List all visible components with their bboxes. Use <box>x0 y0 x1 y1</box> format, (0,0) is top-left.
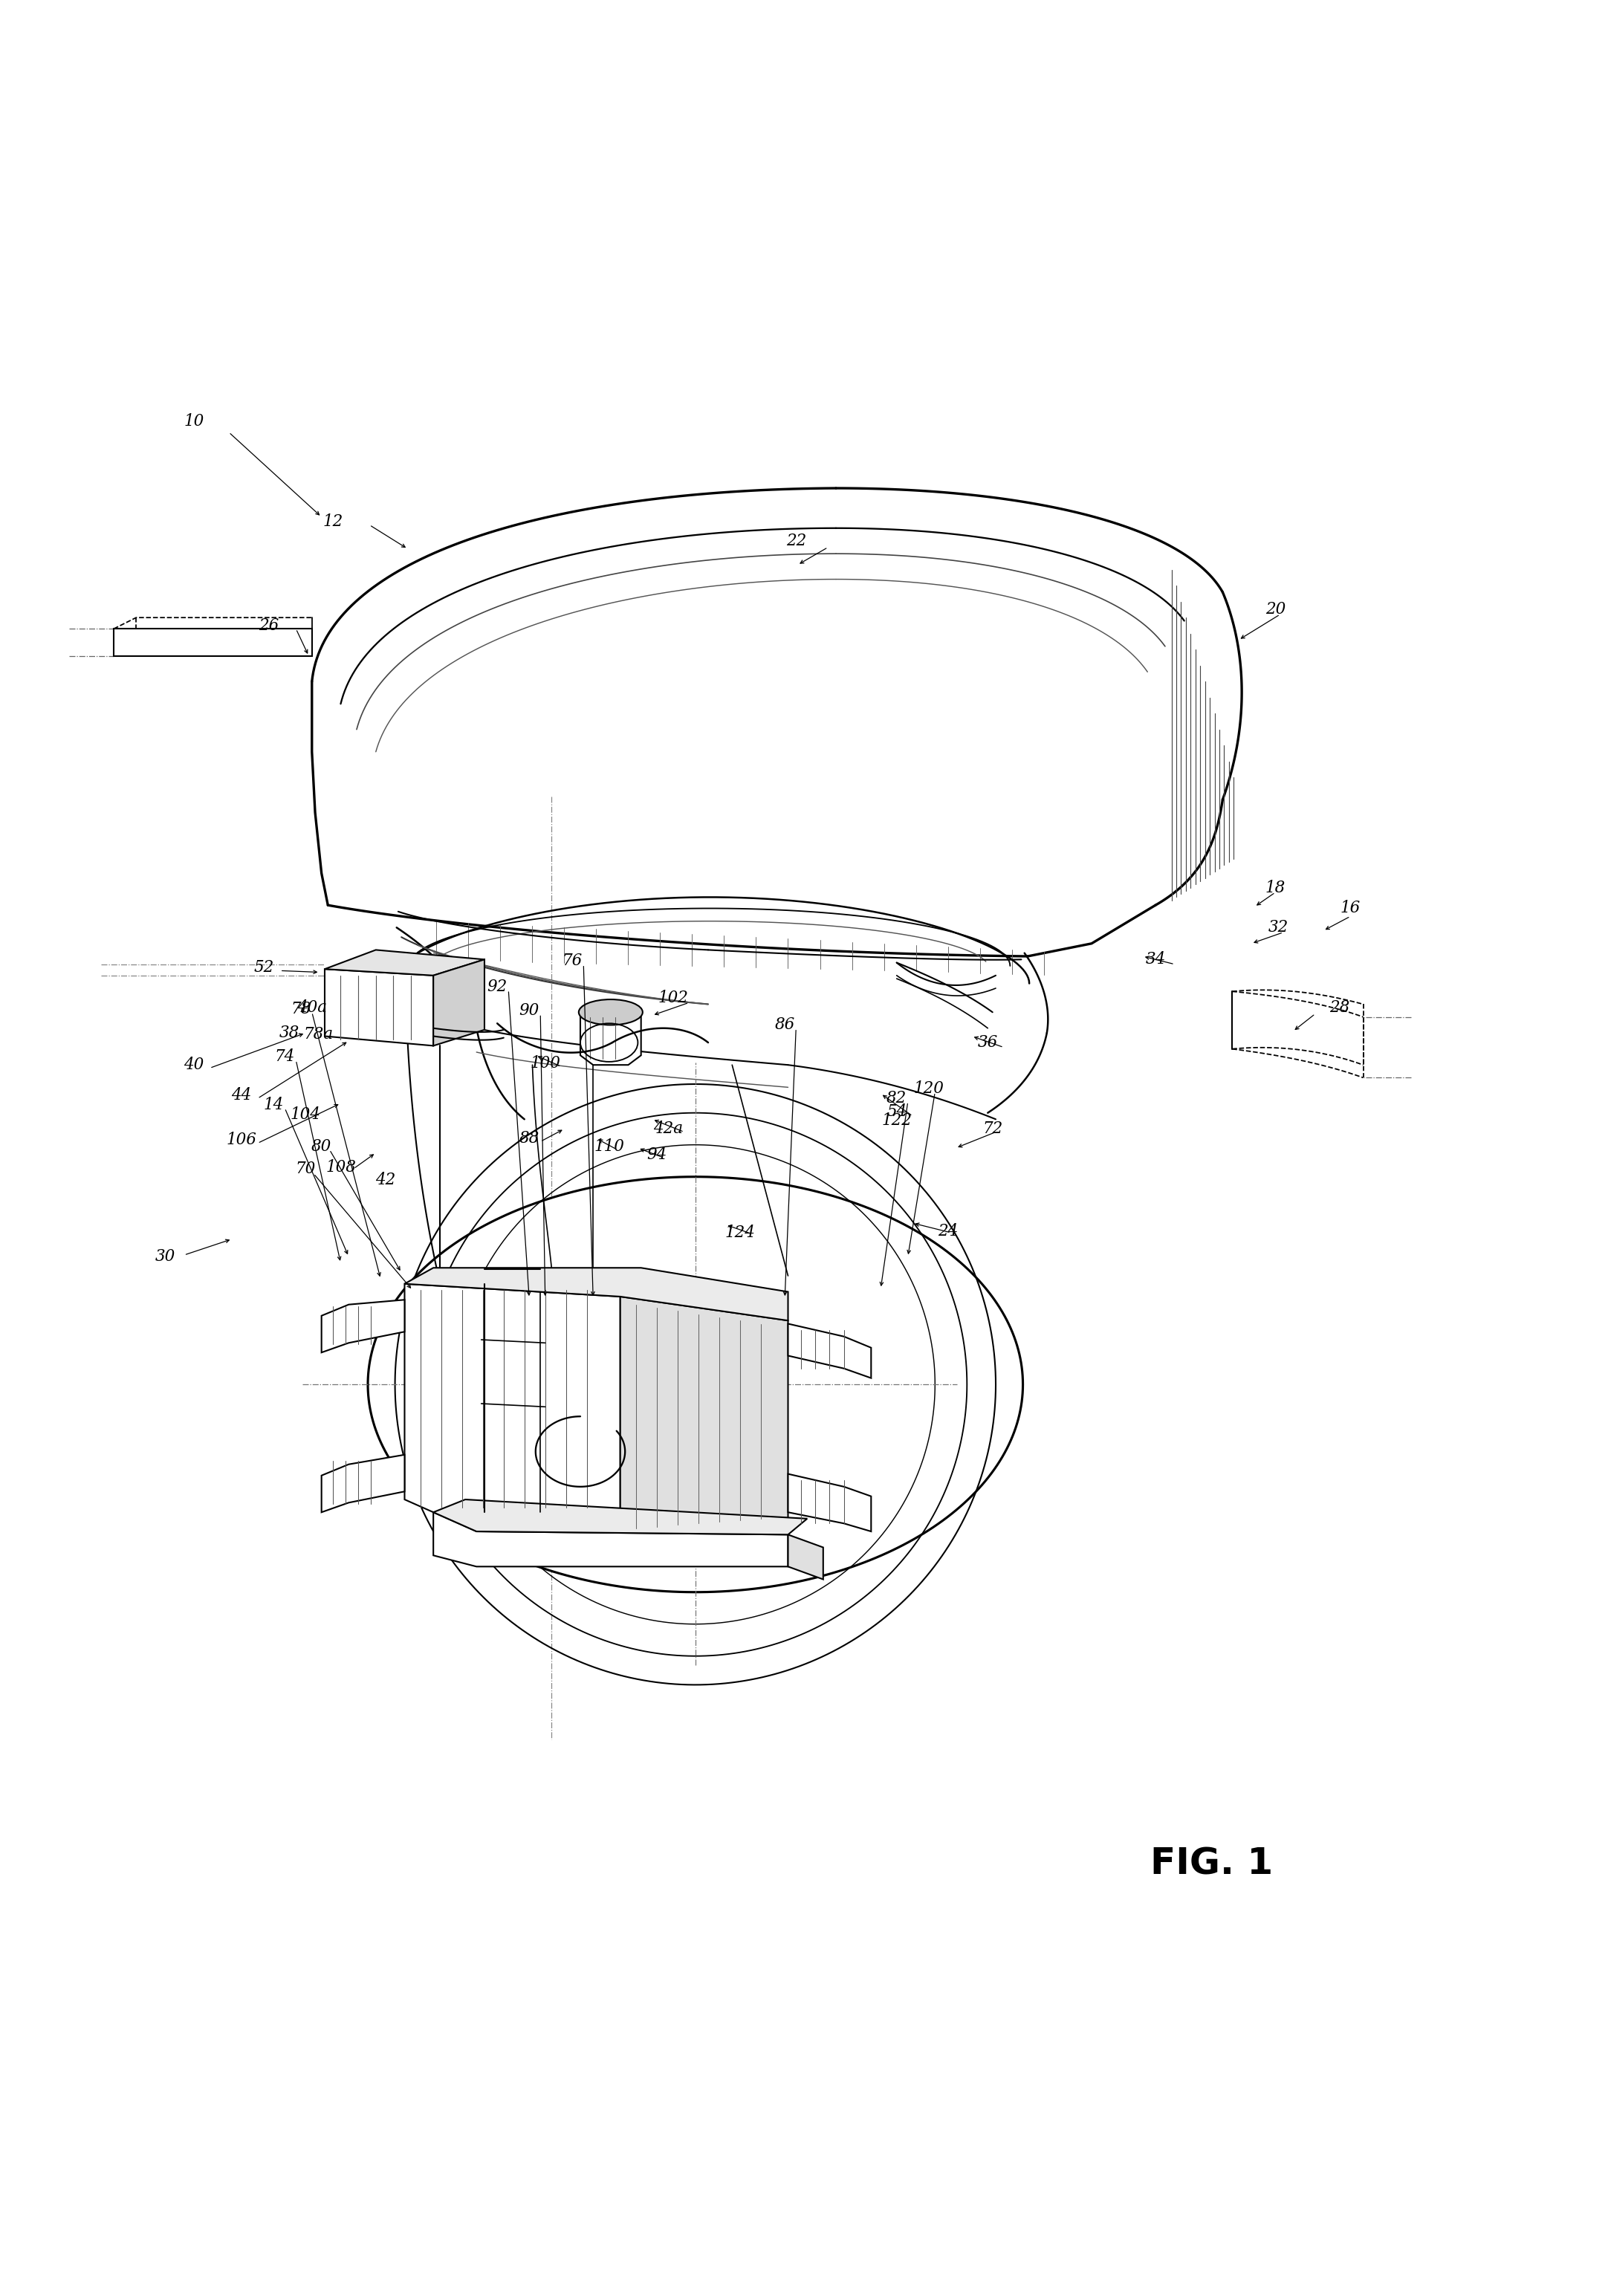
Text: 14: 14 <box>264 1097 283 1114</box>
Text: 42a: 42a <box>653 1120 683 1137</box>
Polygon shape <box>433 960 484 1045</box>
Text: 36: 36 <box>978 1035 999 1052</box>
Text: 72: 72 <box>982 1120 1003 1137</box>
Text: 54: 54 <box>886 1102 907 1120</box>
Text: 22: 22 <box>786 533 806 549</box>
Text: 86: 86 <box>775 1017 794 1033</box>
Text: 10: 10 <box>183 413 204 429</box>
Text: 94: 94 <box>646 1146 667 1162</box>
Polygon shape <box>405 1283 621 1513</box>
Text: 78a: 78a <box>304 1026 333 1042</box>
Text: 18: 18 <box>1265 879 1285 895</box>
Text: 108: 108 <box>325 1159 355 1176</box>
Text: 20: 20 <box>1265 602 1285 618</box>
Polygon shape <box>788 1534 823 1580</box>
Polygon shape <box>325 969 433 1045</box>
Text: 74: 74 <box>275 1049 294 1065</box>
Polygon shape <box>114 629 312 657</box>
Text: 80: 80 <box>312 1139 331 1155</box>
Text: 30: 30 <box>154 1249 175 1265</box>
Text: 120: 120 <box>913 1081 944 1097</box>
Text: 102: 102 <box>658 990 688 1006</box>
Polygon shape <box>433 1499 807 1534</box>
Text: 34: 34 <box>1145 951 1166 967</box>
Text: 26: 26 <box>259 618 278 634</box>
Polygon shape <box>621 1297 788 1534</box>
Text: 110: 110 <box>593 1139 624 1155</box>
Polygon shape <box>788 1474 872 1531</box>
Polygon shape <box>580 1003 642 1065</box>
Text: 40: 40 <box>183 1056 204 1072</box>
Text: 52: 52 <box>254 960 273 976</box>
Text: 28: 28 <box>1330 999 1349 1015</box>
Text: 12: 12 <box>323 514 343 530</box>
Text: 76: 76 <box>563 953 582 969</box>
Polygon shape <box>788 1325 872 1378</box>
Text: 82: 82 <box>886 1091 907 1107</box>
Text: 16: 16 <box>1341 900 1360 916</box>
Polygon shape <box>322 1300 405 1352</box>
Ellipse shape <box>579 999 643 1024</box>
Polygon shape <box>433 1513 788 1566</box>
Text: 124: 124 <box>725 1224 756 1240</box>
Text: 90: 90 <box>519 1003 539 1019</box>
Text: 24: 24 <box>937 1224 958 1240</box>
Text: FIG. 1: FIG. 1 <box>1150 1846 1274 1880</box>
Text: 88: 88 <box>519 1130 539 1146</box>
Polygon shape <box>322 1456 405 1513</box>
Text: 122: 122 <box>881 1114 912 1130</box>
Text: 44: 44 <box>232 1086 252 1104</box>
Polygon shape <box>368 1178 1023 1591</box>
Text: 42: 42 <box>375 1171 396 1187</box>
Text: 70: 70 <box>296 1159 315 1178</box>
Text: 104: 104 <box>291 1107 320 1123</box>
Polygon shape <box>325 951 484 976</box>
Polygon shape <box>405 1267 788 1320</box>
Text: 100: 100 <box>531 1056 560 1072</box>
Text: 92: 92 <box>487 978 508 994</box>
Text: 40a: 40a <box>297 999 326 1015</box>
Text: 106: 106 <box>227 1132 257 1148</box>
Text: 78: 78 <box>291 1001 310 1017</box>
Text: 32: 32 <box>1269 918 1288 937</box>
Text: 38: 38 <box>280 1024 299 1040</box>
